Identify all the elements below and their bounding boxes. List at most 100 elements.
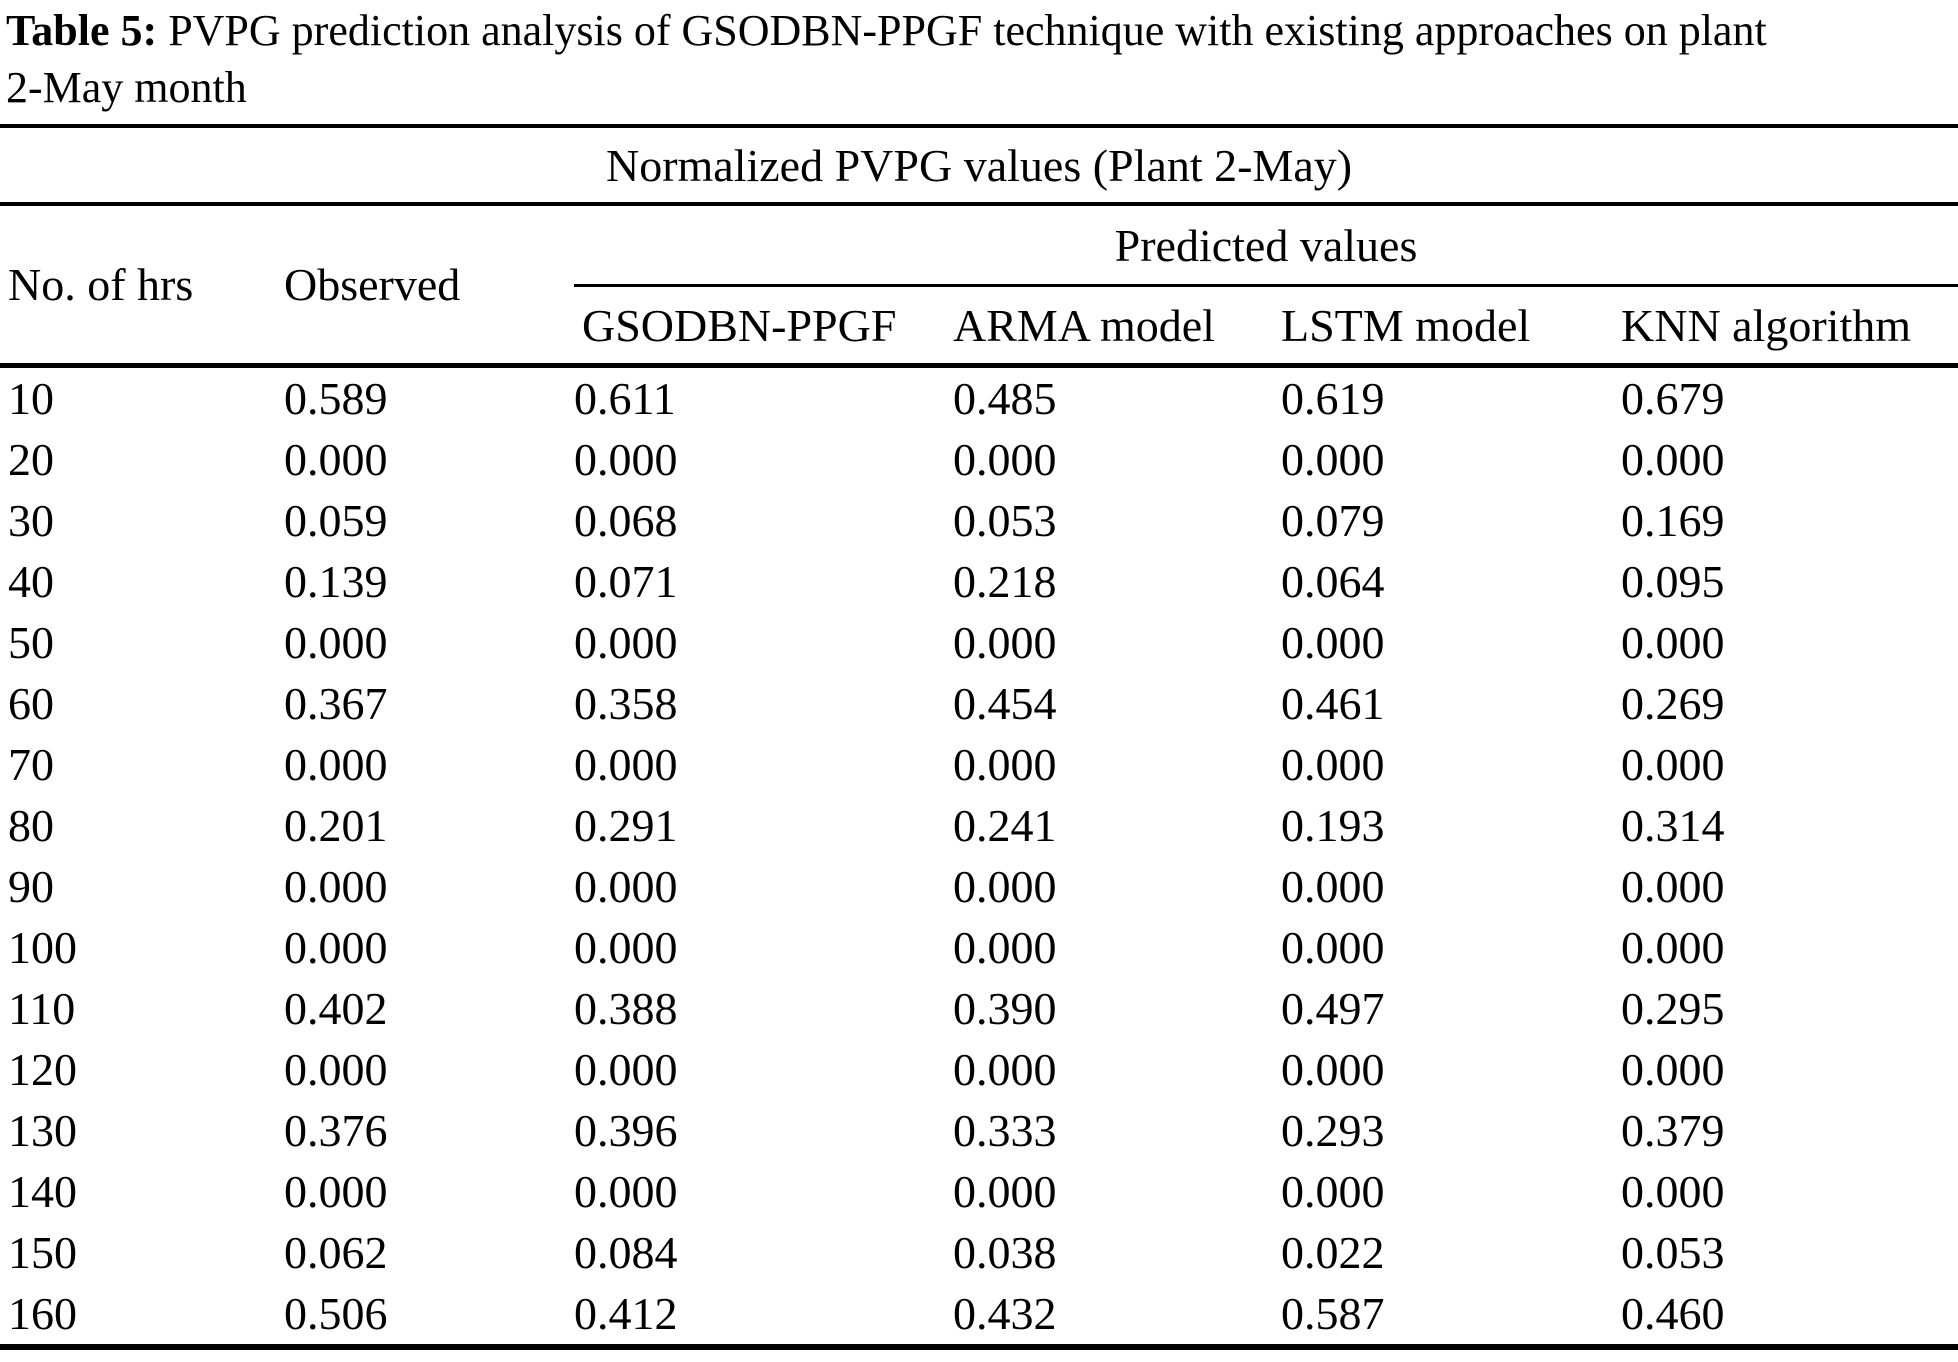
cell-knn-algorithm: 0.169: [1621, 495, 1725, 546]
cell-gsodbn-ppgf: 0.084: [574, 1227, 678, 1278]
cell-lstm-model: 0.619: [1281, 373, 1385, 424]
cell-observed: 0.062: [284, 1227, 388, 1278]
cell-knn-algorithm: 0.379: [1621, 1105, 1725, 1156]
cell-gsodbn-ppgf: 0.291: [574, 800, 678, 851]
cell-observed: 0.000: [284, 739, 388, 790]
cell-gsodbn-ppgf: 0.000: [574, 1166, 678, 1217]
cell-arma-model: 0.000: [953, 922, 1057, 973]
cell-knn-algorithm: 0.295: [1621, 983, 1725, 1034]
cell-lstm-model: 0.000: [1281, 1044, 1385, 1095]
cell-arma-model: 0.333: [953, 1105, 1057, 1156]
cell-gsodbn-ppgf: 0.412: [574, 1288, 678, 1339]
cell-observed: 0.059: [284, 495, 388, 546]
cell-observed: 0.000: [284, 1044, 388, 1095]
cell-lstm-model: 0.461: [1281, 678, 1385, 729]
cell-observed: 0.000: [284, 1166, 388, 1217]
table-row: 90 0.000 0.000 0.000 0.000 0.000: [0, 856, 1958, 917]
cell-knn-algorithm: 0.000: [1621, 617, 1725, 668]
cell-arma-model: 0.053: [953, 495, 1057, 546]
cell-observed: 0.000: [284, 861, 388, 912]
table-caption-line1: Table 5: PVPG prediction analysis of GSO…: [6, 2, 1954, 59]
table-row: 80 0.201 0.291 0.241 0.193 0.314: [0, 795, 1958, 856]
table-caption-label: Table 5:: [6, 6, 158, 55]
col-header-predicted-group: Predicted values: [574, 204, 1958, 287]
cell-arma-model: 0.432: [953, 1288, 1057, 1339]
cell-hours: 20: [8, 434, 54, 485]
cell-arma-model: 0.000: [953, 1044, 1057, 1095]
table-row: 130 0.376 0.396 0.333 0.293 0.379: [0, 1100, 1958, 1161]
cell-observed: 0.506: [284, 1288, 388, 1339]
cell-lstm-model: 0.000: [1281, 861, 1385, 912]
table-row: 110 0.402 0.388 0.390 0.497 0.295: [0, 978, 1958, 1039]
table-caption: Table 5: PVPG prediction analysis of GSO…: [0, 0, 1958, 116]
cell-lstm-model: 0.587: [1281, 1288, 1385, 1339]
cell-arma-model: 0.000: [953, 434, 1057, 485]
table-row: 10 0.589 0.611 0.485 0.619 0.679: [0, 366, 1958, 430]
column-header-row: No. of hrs Observed Predicted values: [0, 204, 1958, 368]
cell-hours: 80: [8, 800, 54, 851]
table-body: 10 0.589 0.611 0.485 0.619 0.679 20 0.000 0.000 0…: [0, 366, 1958, 1348]
cell-observed: 0.139: [284, 556, 388, 607]
table-row: 40 0.139 0.071 0.218 0.064 0.095: [0, 551, 1958, 612]
cell-arma-model: 0.218: [953, 556, 1057, 607]
cell-lstm-model: 0.000: [1281, 617, 1385, 668]
table-caption-text: PVPG prediction analysis of GSODBN-PPGF …: [157, 6, 1767, 55]
cell-hours: 130: [8, 1105, 77, 1156]
cell-hours: 90: [8, 861, 54, 912]
table-row: 70 0.000 0.000 0.000 0.000 0.000: [0, 734, 1958, 795]
cell-knn-algorithm: 0.000: [1621, 434, 1725, 485]
cell-arma-model: 0.000: [953, 617, 1057, 668]
cell-hours: 140: [8, 1166, 77, 1217]
cell-hours: 150: [8, 1227, 77, 1278]
cell-arma-model: 0.038: [953, 1227, 1057, 1278]
cell-hours: 160: [8, 1288, 77, 1339]
table-caption-line2: 2-May month: [6, 63, 247, 112]
cell-observed: 0.376: [284, 1105, 388, 1156]
cell-gsodbn-ppgf: 0.000: [574, 739, 678, 790]
col-header-gsodbn-ppgf: GSODBN-PPGF: [574, 285, 953, 368]
cell-gsodbn-ppgf: 0.000: [574, 922, 678, 973]
cell-gsodbn-ppgf: 0.388: [574, 983, 678, 1034]
cell-arma-model: 0.390: [953, 983, 1057, 1034]
cell-knn-algorithm: 0.269: [1621, 678, 1725, 729]
cell-gsodbn-ppgf: 0.396: [574, 1105, 678, 1156]
cell-knn-algorithm: 0.000: [1621, 739, 1725, 790]
cell-lstm-model: 0.497: [1281, 983, 1385, 1034]
cell-gsodbn-ppgf: 0.358: [574, 678, 678, 729]
cell-lstm-model: 0.079: [1281, 495, 1385, 546]
table-row: 50 0.000 0.000 0.000 0.000 0.000: [0, 612, 1958, 673]
table-row: 140 0.000 0.000 0.000 0.000 0.000: [0, 1161, 1958, 1222]
col-header-arma-model: ARMA model: [953, 285, 1281, 368]
cell-hours: 110: [8, 983, 76, 1034]
cell-knn-algorithm: 0.460: [1621, 1288, 1725, 1339]
cell-arma-model: 0.241: [953, 800, 1057, 851]
cell-hours: 50: [8, 617, 54, 668]
cell-observed: 0.201: [284, 800, 388, 851]
table-row: 30 0.059 0.068 0.053 0.079 0.169: [0, 490, 1958, 551]
cell-knn-algorithm: 0.000: [1621, 922, 1725, 973]
cell-knn-algorithm: 0.000: [1621, 861, 1725, 912]
group-header-cell: Normalized PVPG values (Plant 2-May): [0, 126, 1958, 206]
cell-arma-model: 0.485: [953, 373, 1057, 424]
cell-gsodbn-ppgf: 0.000: [574, 617, 678, 668]
cell-knn-algorithm: 0.679: [1621, 373, 1725, 424]
cell-knn-algorithm: 0.000: [1621, 1166, 1725, 1217]
table-row: 160 0.506 0.412 0.432 0.587 0.460: [0, 1283, 1958, 1347]
cell-arma-model: 0.454: [953, 678, 1057, 729]
cell-arma-model: 0.000: [953, 861, 1057, 912]
data-table: Normalized PVPG values (Plant 2-May) No.…: [0, 124, 1958, 1350]
cell-hours: 100: [8, 922, 77, 973]
cell-hours: 10: [8, 373, 54, 424]
cell-hours: 120: [8, 1044, 77, 1095]
cell-lstm-model: 0.193: [1281, 800, 1385, 851]
cell-gsodbn-ppgf: 0.071: [574, 556, 678, 607]
cell-hours: 70: [8, 739, 54, 790]
cell-lstm-model: 0.000: [1281, 739, 1385, 790]
col-header-observed: Observed: [284, 204, 574, 368]
cell-hours: 40: [8, 556, 54, 607]
table-row: 120 0.000 0.000 0.000 0.000 0.000: [0, 1039, 1958, 1100]
cell-hours: 30: [8, 495, 54, 546]
cell-knn-algorithm: 0.314: [1621, 800, 1725, 851]
cell-observed: 0.367: [284, 678, 388, 729]
